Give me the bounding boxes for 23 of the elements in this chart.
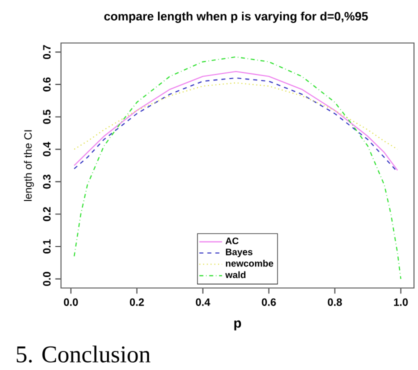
x-axis-title: p: [234, 320, 242, 330]
y-tick-label: 0.2: [43, 207, 51, 222]
line-series: [74, 56, 402, 280]
chart-title: compare length when p is varying for d=0,%95: [104, 12, 368, 23]
y-tick-label: 0.7: [43, 45, 51, 60]
x-tick-label: 0.4: [196, 298, 210, 306]
y-tick-label: 0.4: [43, 142, 51, 156]
y-tick-label: 0.1: [43, 239, 51, 254]
legend-label: Bayes: [226, 248, 252, 258]
y-axis-title: length of the CI: [24, 130, 34, 201]
x-tick-label: 0.2: [130, 298, 144, 306]
y-tick-label: 0.6: [43, 77, 51, 92]
text: 5. Conclusion: [16, 346, 150, 363]
legend-label: wald: [225, 271, 246, 278]
y-tick-label: 0.0: [43, 272, 51, 286]
x-tick-label: 0.6: [262, 298, 276, 306]
x-tick-label: 0.8: [328, 298, 342, 306]
y-tick-label: 0.5: [43, 110, 51, 124]
legend-label: AC: [226, 238, 239, 244]
x-tick-label: 0.0: [64, 298, 78, 306]
y-tick-label: 0.3: [43, 174, 51, 189]
x-tick-label: 1.0: [394, 298, 408, 306]
legend-label: newcombe: [226, 260, 274, 267]
